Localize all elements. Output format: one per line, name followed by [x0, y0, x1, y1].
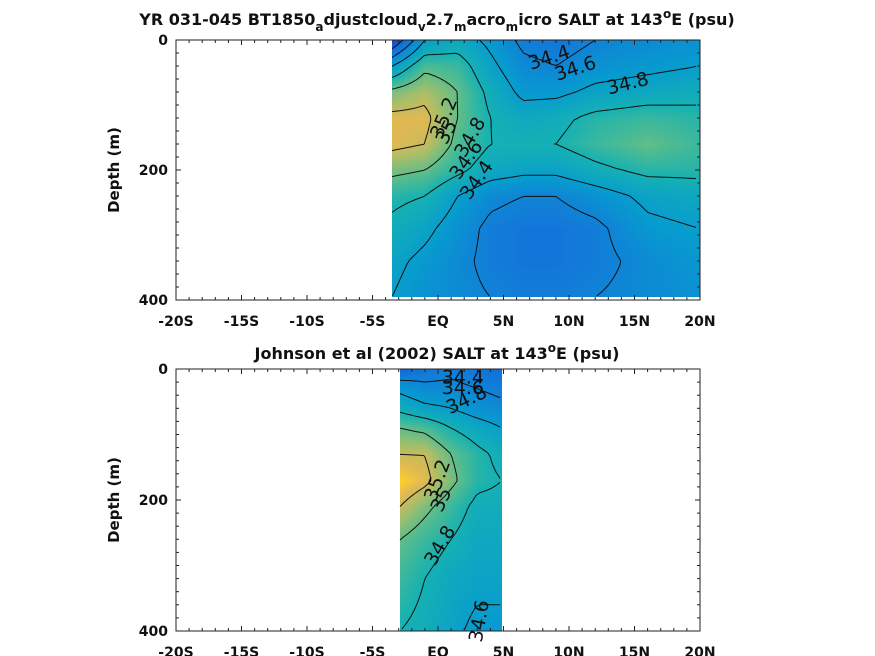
x-tick-label: -5S — [360, 645, 386, 656]
chart-title: Johnson et al (2002) SALT at 143oE (psu) — [254, 341, 620, 363]
contour-line — [399, 427, 458, 541]
x-tick-label: 5N — [493, 314, 514, 330]
x-tick-label: -15S — [224, 645, 259, 656]
contour-line — [391, 72, 459, 178]
x-tick-label: 20N — [684, 314, 715, 330]
y-tick-label: 200 — [139, 163, 168, 179]
x-tick-label: -20S — [158, 314, 193, 330]
contour-label: 34.4 — [442, 367, 484, 389]
y-tick-label: 400 — [139, 624, 168, 640]
x-tick-label: 20N — [684, 645, 715, 656]
salinity-field — [400, 369, 502, 631]
contour-line — [399, 411, 501, 630]
y-axis-label: Depth (m) — [105, 127, 123, 213]
x-tick-label: -10S — [289, 314, 324, 330]
salinity-field — [392, 40, 700, 297]
x-tick-label: -15S — [224, 314, 259, 330]
y-tick-label: 0 — [158, 362, 168, 378]
x-tick-label: -10S — [289, 645, 324, 656]
x-tick-label: -20S — [158, 645, 193, 656]
contour-line — [391, 39, 697, 297]
contour-line — [399, 378, 501, 399]
y-tick-label: 200 — [139, 493, 168, 509]
contour-line — [391, 39, 621, 297]
x-tick-label: 5N — [493, 645, 514, 656]
x-tick-label: 10N — [553, 314, 584, 330]
chart-panel-1: -20S -15S -10S -5S EQ 5N 10N 15N 20N 0 200 400 Depth… — [105, 7, 735, 330]
contour-label: 34.6 — [442, 377, 484, 399]
contour-line — [391, 104, 432, 152]
y-tick-label: 400 — [139, 293, 168, 309]
contour-line — [399, 453, 432, 507]
y-axis-label: Depth (m) — [105, 457, 123, 543]
y-tick-label: 0 — [158, 33, 168, 49]
chart-title: YR 031-045 BT1850adjustcloudv2.7macromic… — [138, 7, 734, 34]
contour-line — [391, 39, 404, 50]
chart-panel-2: -20S -15S -10S -5S EQ 5N 10N 15N 20N 0 200 400 Depth… — [105, 341, 716, 656]
contour-line — [391, 52, 697, 213]
x-tick-label: -5S — [360, 314, 386, 330]
contour-line — [399, 393, 501, 630]
x-tick-label: 10N — [553, 645, 584, 656]
x-tick-label: EQ — [427, 645, 449, 656]
x-tick-label: 15N — [619, 645, 650, 656]
x-tick-label: EQ — [427, 314, 449, 330]
x-tick-label: 15N — [619, 314, 650, 330]
